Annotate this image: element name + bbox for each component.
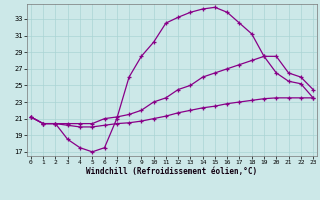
X-axis label: Windchill (Refroidissement éolien,°C): Windchill (Refroidissement éolien,°C) bbox=[86, 167, 258, 176]
